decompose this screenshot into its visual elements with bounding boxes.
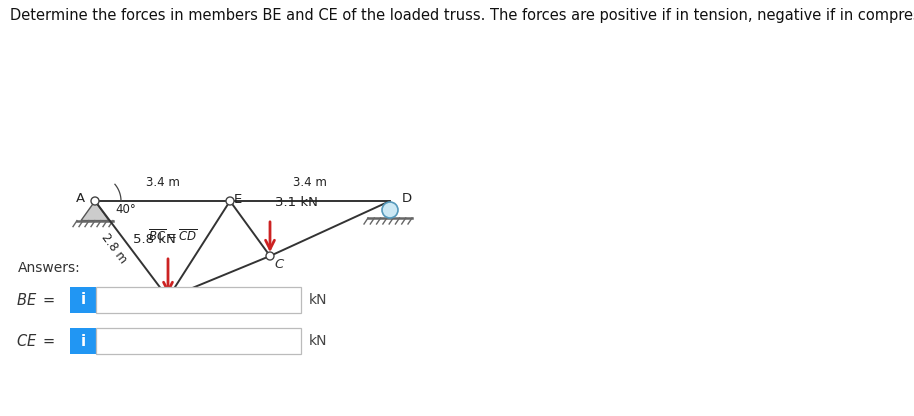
Text: $\overline{BC}=\overline{CD}$: $\overline{BC}=\overline{CD}$ (147, 229, 197, 245)
FancyBboxPatch shape (70, 287, 96, 313)
Text: 3.4 m: 3.4 m (145, 176, 179, 189)
Text: Answers:: Answers: (18, 261, 80, 275)
Text: D: D (402, 191, 412, 205)
Text: i: i (80, 292, 86, 307)
Circle shape (91, 197, 99, 205)
Text: E: E (234, 193, 242, 206)
Text: 3.4 m: 3.4 m (293, 176, 327, 189)
Text: kN: kN (309, 334, 327, 348)
Circle shape (164, 294, 172, 302)
Text: $BE\;=$: $BE\;=$ (16, 292, 55, 308)
Polygon shape (81, 201, 109, 220)
Text: B: B (173, 301, 182, 314)
Text: A: A (76, 191, 85, 205)
FancyBboxPatch shape (70, 328, 96, 354)
Text: 40°: 40° (115, 203, 136, 216)
Text: Determine the forces in members BE and CE of the loaded truss. The forces are po: Determine the forces in members BE and C… (10, 8, 914, 23)
Text: C: C (274, 258, 283, 271)
Circle shape (382, 202, 398, 218)
Circle shape (226, 197, 234, 205)
Text: kN: kN (309, 293, 327, 307)
Text: $CE\;=$: $CE\;=$ (16, 333, 55, 349)
Circle shape (266, 252, 274, 260)
Text: i: i (80, 334, 86, 349)
Text: 3.1 kN: 3.1 kN (275, 196, 318, 209)
FancyBboxPatch shape (96, 287, 301, 313)
FancyBboxPatch shape (96, 328, 301, 354)
Text: 2.8 m: 2.8 m (99, 231, 130, 266)
Text: 5.8 kN: 5.8 kN (133, 233, 175, 246)
